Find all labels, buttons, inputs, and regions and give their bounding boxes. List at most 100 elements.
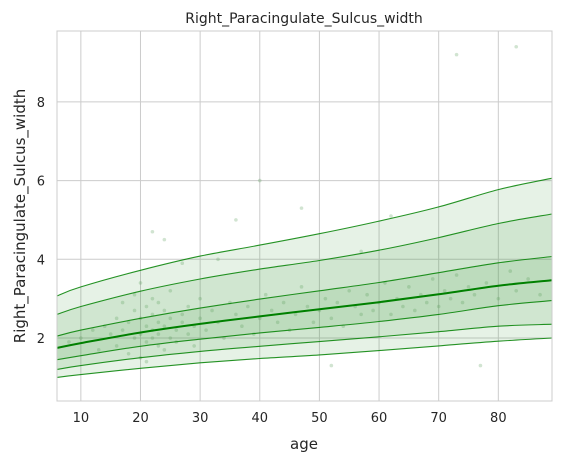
scatter-point [138,281,143,285]
scatter-point [120,328,125,332]
scatter-point [126,320,131,325]
scatter-point [132,336,137,340]
y-tick-label: 8 [37,96,45,111]
scatter-point [424,300,429,305]
scatter-point [299,285,304,289]
scatter-point [162,308,167,313]
scatter-point [269,308,274,313]
scatter-point [168,288,173,293]
scatter-point [156,344,161,348]
scatter-point [150,296,155,301]
scatter-point [359,249,363,254]
scatter-point [478,363,483,368]
scatter-point [538,292,542,297]
percentile-line [56,213,553,315]
scatter-point [150,312,155,317]
scatter-point [174,328,179,332]
scatter-point [192,344,196,348]
scatter-point [329,363,334,368]
scatter-point [460,300,465,305]
median-line [56,279,553,349]
scatter-point [67,340,71,344]
scatter-point [156,300,161,305]
scatter-point [156,332,161,336]
x-tick-label: 80 [490,411,507,426]
scatter-point [150,229,155,234]
scatter-point [180,312,185,317]
scatter-point [347,288,352,293]
scatter-layer [67,44,542,368]
scatter-point [275,320,280,325]
percentile-band [57,256,552,360]
scatter-point [413,308,417,313]
x-tick-label: 40 [251,411,268,426]
y-tick-label: 2 [37,332,45,347]
scatter-point [126,351,131,356]
scatter-point [156,320,161,325]
scatter-point [246,304,250,309]
scatter-point [180,320,185,325]
scatter-point [526,277,530,281]
x-tick-label: 70 [430,411,447,426]
scatter-point [335,300,340,305]
scatter-point [186,304,191,309]
scatter-point [162,324,167,329]
scatter-point [299,206,304,210]
band-layer [57,178,552,378]
scatter-point [168,336,173,340]
scatter-point [96,348,101,352]
percentile-line [56,323,553,371]
percentile-band [57,214,552,370]
scatter-point [180,261,185,266]
scatter-point [144,359,149,364]
scatter-point [79,336,83,340]
x-tick-label: 30 [192,411,209,426]
scatter-point [114,344,119,348]
scatter-point [120,300,125,305]
y-tick-label: 6 [37,175,45,190]
scatter-point [257,178,262,183]
scatter-point [323,296,328,301]
x-axis-label: age [290,435,318,453]
percentile-band [57,178,552,378]
scatter-point [108,332,113,336]
scatter-point [234,312,238,317]
scatter-point [311,320,316,325]
scatter-point [293,312,298,317]
percentile-line [56,300,553,361]
scatter-point [359,312,363,317]
scatter-point [132,292,137,297]
scatter-point [508,269,513,273]
scatter-point [162,237,167,242]
scatter-point [389,214,393,218]
y-tick-label: 4 [37,253,45,268]
chart-title: Right_Paracingulate_Sulcus_width [185,11,423,27]
tick-layer: 10 20 30 40 50 60 70 80 2 4 6 8 [37,96,507,426]
scatter-point [210,308,214,313]
scatter-point [454,52,459,57]
scatter-point [186,332,191,336]
grid-layer [57,31,552,401]
scatter-point [472,292,477,297]
percentile-line [56,337,553,378]
scatter-point [114,316,119,321]
scatter-point [407,285,411,289]
x-tick-label: 50 [311,411,328,426]
scatter-point [216,257,220,262]
scatter-point [466,285,471,289]
scatter-point [263,292,268,297]
plot-background [57,31,552,401]
scatter-point [198,316,202,321]
scatter-point [150,336,155,340]
scatter-point [484,281,489,285]
scatter-point [442,288,447,293]
y-axis-label: Right_Paracingulate_Sulcus_width [11,89,30,343]
x-tick-label: 20 [132,411,149,426]
scatter-point [436,304,441,309]
scatter-point [430,277,435,281]
line-layer [56,177,553,378]
scatter-point [144,340,149,344]
scatter-point [234,218,238,222]
